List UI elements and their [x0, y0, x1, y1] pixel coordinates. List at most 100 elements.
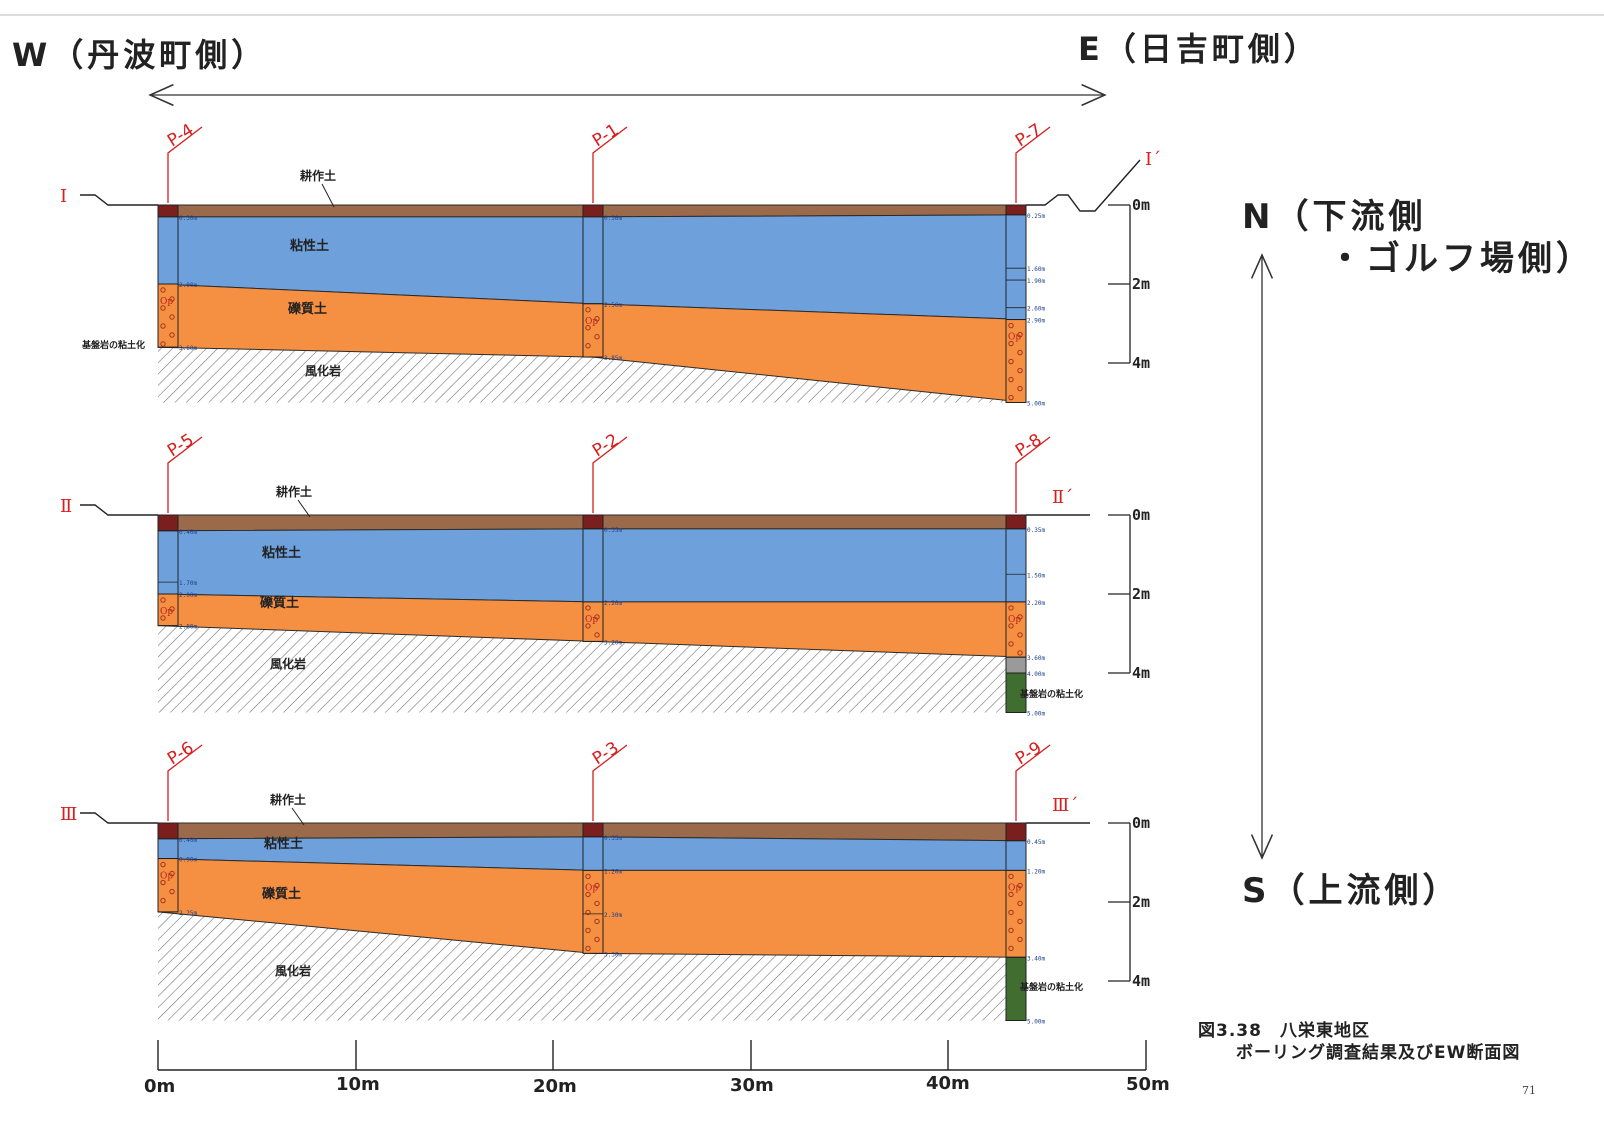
depth-mark-label: 4.00m [1027, 671, 1045, 678]
op-symbol: Op [1008, 615, 1021, 625]
borehole-name-label: P-1 [589, 120, 622, 151]
borehole-p-8: P-8 0.35m 1.50m 2.20m 3.60m 4.00m 5.00m Op 基盤岩の粘… [1005, 430, 1083, 718]
depth-mark-label: 1.20m [604, 868, 622, 875]
depth-scale-label: 4m [1132, 354, 1150, 372]
depth-mark-label: 2.20m [1027, 600, 1045, 607]
page-number: 71 [1522, 1084, 1536, 1097]
scale-label-50: 50m [1126, 1074, 1170, 1095]
ground-line-left [80, 504, 158, 516]
depth-mark-label: 0.35m [1027, 527, 1045, 534]
borehole-name-label: P-6 [164, 738, 197, 769]
borehole-p-3: P-3 0.35m 1.20m 2.30m 3.30m Op [582, 738, 628, 958]
borehole-name-label: P-8 [1012, 430, 1045, 461]
depth-mark-label: 2.60m [1027, 306, 1045, 313]
label-topsoil: 耕作土 [300, 168, 336, 183]
depth-mark-label: 0.40m [179, 837, 197, 844]
depth-mark-label: 2.25m [179, 910, 197, 917]
depth-mark-label: 2.00m [179, 282, 197, 289]
depth-mark-label: 5.00m [1027, 401, 1045, 408]
borehole-name-label: P-5 [164, 430, 197, 461]
east-label: E（日吉町側） [1078, 30, 1320, 68]
op-symbol: Op [160, 872, 173, 882]
depth-mark-label: 3.30m [604, 951, 622, 958]
west-label: W（丹波町側） [12, 36, 267, 74]
depth-mark-label: 1.90m [1027, 278, 1045, 285]
depth-mark-label: 0.25m [1027, 213, 1045, 220]
op-symbol: Op [585, 615, 598, 625]
depth-mark-label: 3.60m [179, 345, 197, 352]
depth-scale-label: 4m [1132, 972, 1150, 990]
north-label-2: ・ゴルフ場側） [1328, 239, 1594, 279]
op-symbol: Op [1008, 883, 1021, 893]
ground-line-right [1026, 159, 1141, 212]
op-symbol: Op [1008, 333, 1021, 343]
depth-mark-label: 5.00m [1027, 1019, 1045, 1026]
depth-scale-label: 0m [1132, 196, 1150, 214]
north-label: N（下流側 [1242, 197, 1426, 237]
depth-mark-label: 0.35m [604, 527, 622, 534]
depth-mark-label: 0.45m [1027, 839, 1045, 846]
borehole-p-7: P-7 0.25m 1.60m 1.90m 2.60m 2.90m 5.00m Op [1005, 120, 1051, 408]
depth-mark-label: 2.50m [604, 302, 622, 309]
section-start-label: Ⅱ [60, 496, 72, 517]
depth-mark-label: 3.60m [1027, 655, 1045, 662]
section-start-label: Ⅲ [60, 804, 77, 825]
bedrock-clay-note: 基盤岩の粘土化 [81, 339, 145, 351]
depth-mark-label: 1.50m [1027, 572, 1045, 579]
bedrock-clay-note: 基盤岩の粘土化 [1019, 688, 1083, 700]
label-weathered-rock: 風化岩 [275, 963, 311, 978]
label-topsoil: 耕作土 [276, 484, 312, 499]
depth-scale-label: 0m [1132, 506, 1150, 524]
section-start-label: Ⅰ [60, 186, 67, 207]
south-label: S（上流側） [1242, 871, 1461, 911]
scale-label-40: 40m [926, 1073, 970, 1094]
horizontal-scale: 0m 10m 20m 30m 40m 50m [144, 1040, 1170, 1097]
label-clay: 粘性土 [289, 238, 329, 254]
depth-mark-label: 0.30m [179, 215, 197, 222]
depth-mark-label: 2.20m [604, 600, 622, 607]
scale-label-0: 0m [144, 1076, 175, 1097]
depth-mark-label: 0.40m [179, 529, 197, 536]
depth-mark-label: 2.30m [604, 912, 622, 919]
section-end-label: Ⅱ´ [1052, 487, 1073, 508]
bedrock-clay-note: 基盤岩の粘土化 [1019, 981, 1083, 993]
label-gravel: 礫質土 [260, 595, 299, 611]
depth-scale-label: 4m [1132, 664, 1150, 682]
caption-line-1: 図3.38 八栄東地区 [1198, 1021, 1370, 1041]
depth-mark-label: 0.30m [604, 215, 622, 222]
depth-scale-label: 0m [1132, 814, 1150, 832]
borehole-name-label: P-9 [1012, 738, 1045, 769]
label-weathered-rock: 風化岩 [270, 656, 306, 671]
depth-mark-label: 5.00m [1027, 711, 1045, 718]
depth-mark-label: 3.20m [604, 639, 622, 646]
scale-label-10: 10m [336, 1074, 380, 1095]
borehole-name-label: P-3 [589, 738, 622, 769]
depth-mark-label: 2.90m [1027, 318, 1045, 325]
section-end-label: Ⅲ´ [1052, 795, 1078, 816]
borehole-name-label: P-2 [589, 430, 622, 461]
depth-mark-label: 2.00m [179, 592, 197, 599]
label-topsoil: 耕作土 [270, 792, 306, 807]
caption-line-2: ボーリング調査結果及びEW断面図 [1236, 1043, 1521, 1063]
ground-line-left [80, 812, 158, 824]
depth-mark-label: 0.90m [179, 857, 197, 864]
label-weathered-rock: 風化岩 [305, 363, 341, 378]
label-gravel: 礫質土 [262, 886, 301, 902]
label-gravel: 礫質土 [288, 301, 327, 317]
depth-mark-label: 1.60m [1027, 266, 1045, 273]
depth-mark-label: 1.20m [1027, 868, 1045, 875]
depth-scale-label: 2m [1132, 585, 1150, 603]
depth-mark-label: 3.85m [604, 355, 622, 362]
depth-mark-label: 3.40m [1027, 955, 1045, 962]
op-symbol: Op [585, 883, 598, 893]
figure-caption: 図3.38 八栄東地区 ボーリング調査結果及びEW断面図 [1198, 1020, 1520, 1064]
scale-label-20: 20m [533, 1076, 577, 1097]
depth-mark-label: 0.35m [604, 835, 622, 842]
section-end-label: Ⅰ´ [1145, 149, 1161, 170]
borehole-p-9: P-9 0.45m 1.20m 3.40m 5.00m Op 基盤岩の粘土化 [1005, 738, 1083, 1026]
ground-line-left [80, 194, 158, 206]
borehole-name-label: P-7 [1012, 120, 1045, 151]
section-III: Ⅲ Ⅲ´ P-6 0.40m 0.90m 2.25m Op P-3 0.35m 1.20m 2.30… [60, 738, 1150, 1025]
